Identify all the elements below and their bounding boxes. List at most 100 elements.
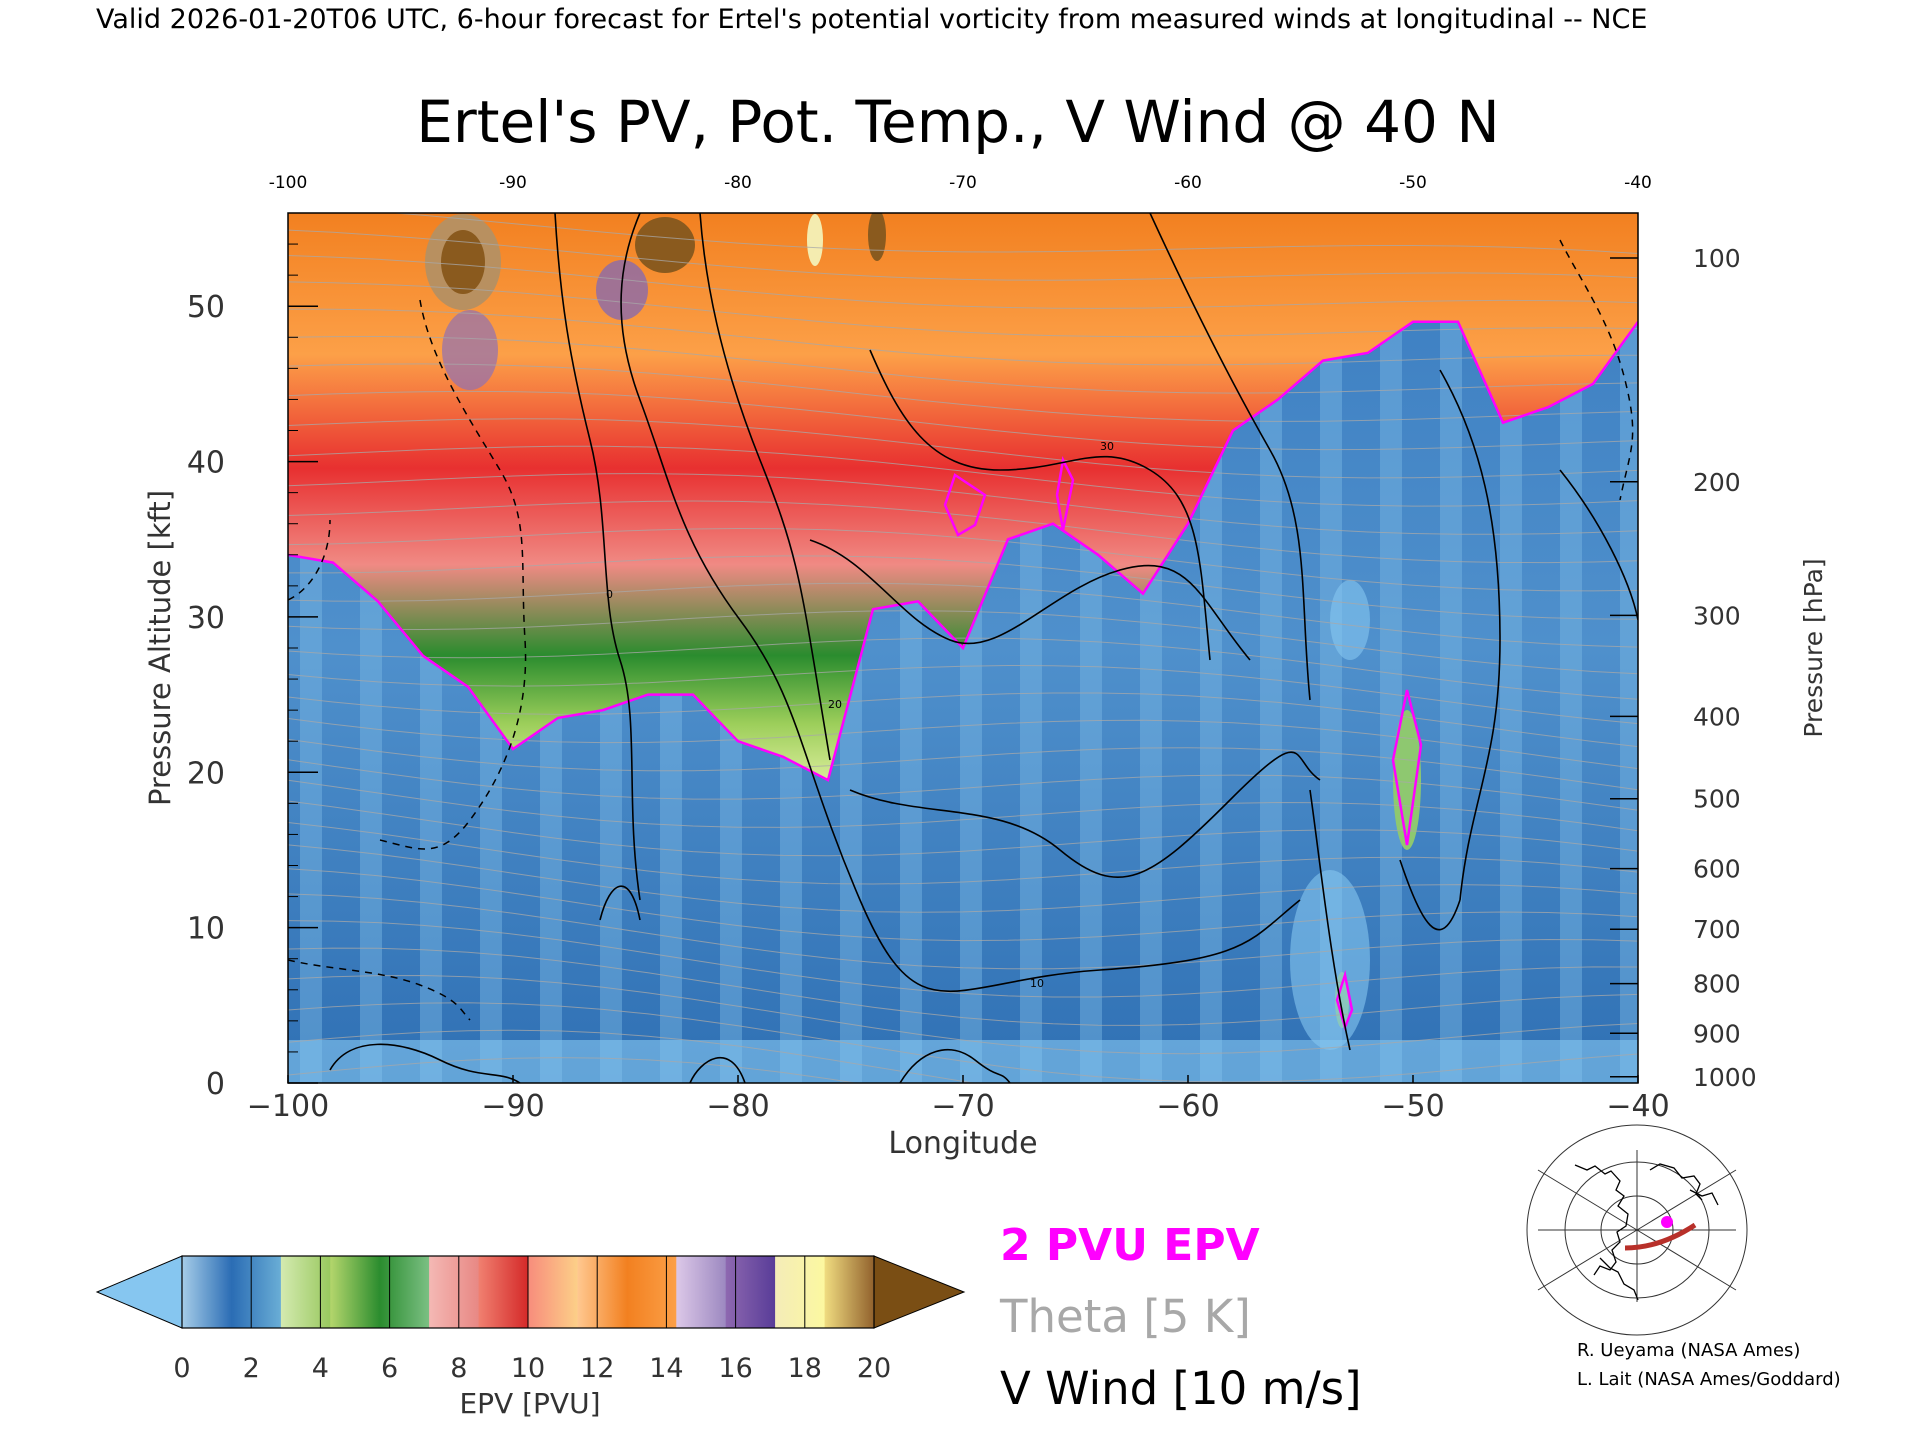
colorbar-tick-label: 14	[649, 1353, 683, 1384]
colorbar-tick-label: 10	[511, 1353, 545, 1384]
theta-contour	[288, 664, 1638, 725]
theta-contour	[288, 800, 1638, 857]
y-tick-label: 50	[187, 290, 225, 325]
v-wind-label: 30	[1100, 440, 1114, 453]
colorbar-tick-label: 6	[381, 1353, 398, 1384]
v-wind-negative-contour	[288, 959, 471, 1021]
two-pvu-island	[1391, 689, 1423, 846]
v-wind-label: 10	[1030, 977, 1044, 990]
cross-section-path	[1624, 1222, 1697, 1251]
v-wind-contour	[899, 1048, 1011, 1083]
x-top-tick-label: -100	[269, 173, 308, 193]
colorbar-segment	[429, 1256, 479, 1328]
plot-area: 0 10 30 20	[288, 213, 1638, 1083]
colorbar-tick-label: 0	[173, 1353, 190, 1384]
theta-contour	[388, 213, 1638, 254]
theta-contour	[288, 308, 1638, 366]
high-pv-blobs	[425, 213, 886, 390]
theta-contour	[288, 610, 1638, 675]
x-top-tick-label: -50	[1399, 173, 1427, 193]
map-latitude-circle	[1526, 1124, 1748, 1336]
contour-legend: 2 PVU EPV Theta [5 K] V Wind [10 m/s]	[999, 1220, 1362, 1415]
theta-contour	[288, 637, 1638, 700]
v-wind-contour	[689, 1056, 746, 1083]
y-axis-title-right: Pressure [hPa]	[1799, 558, 1828, 737]
colorbar-segment	[626, 1256, 677, 1328]
theta-contour	[288, 822, 1638, 885]
x-tick-label: −80	[706, 1089, 769, 1124]
epv-colorbar: 0 2 4 6 8 10 12 14 16 18 20	[95, 1255, 966, 1384]
colorbar-tick-label: 4	[312, 1353, 329, 1384]
colorbar-segment	[182, 1256, 232, 1328]
v-wind-contour	[869, 349, 1211, 661]
stratosphere-fill	[288, 213, 1638, 781]
colorbar-under-triangle	[95, 1255, 183, 1329]
v-wind-contour	[599, 885, 641, 921]
theta-contour	[288, 500, 1638, 564]
theta-contour	[288, 1002, 1638, 1083]
theta-contour	[288, 281, 1638, 338]
theta-contour	[288, 473, 1638, 535]
colorbar-tick-label: 18	[788, 1353, 822, 1384]
colorbar-tick-label: 20	[857, 1353, 891, 1384]
y-tick-label: 10	[187, 912, 225, 947]
pressure-tick-label: 900	[1693, 1019, 1741, 1048]
theta-contour	[288, 255, 1638, 309]
theta-contours	[288, 213, 1638, 1083]
colorbar-segment	[478, 1256, 529, 1328]
theta-contour	[288, 893, 1638, 970]
colorbar-tick-label: 16	[718, 1353, 752, 1384]
colorbar-tick-label: 12	[580, 1353, 614, 1384]
colorbar-segment	[528, 1256, 578, 1328]
colorbar-segment	[725, 1256, 776, 1328]
colorbar-label: EPV [PVU]	[459, 1387, 600, 1420]
theta-contour	[288, 844, 1638, 913]
y-axis-left: 0 10 20 30 40 50	[187, 212, 318, 1102]
pv-green-island	[1393, 710, 1421, 850]
colorbar-tick-label: 2	[243, 1353, 260, 1384]
theta-contour	[288, 947, 1638, 1026]
v-wind-contour	[1559, 469, 1638, 621]
colorbar-segment	[280, 1256, 331, 1328]
x-tick-label: −50	[1381, 1089, 1444, 1124]
pressure-tick-label: 100	[1693, 244, 1741, 273]
two-pvu-island	[1055, 456, 1075, 531]
y-tick-label: 0	[206, 1067, 225, 1102]
pv-purple-blob	[442, 310, 498, 390]
colorbar-over-triangle	[873, 1255, 966, 1329]
v-wind-negative-contour	[379, 299, 527, 850]
theta-contour	[288, 718, 1638, 770]
v-wind-contour	[620, 213, 1301, 993]
map-meridians	[1537, 1150, 1737, 1302]
two-pvu-contour	[288, 320, 1638, 782]
v-wind-contour	[1439, 369, 1501, 901]
theta-contour	[288, 974, 1638, 1055]
credit-line-2: L. Lait (NASA Ames/Goddard)	[1577, 1369, 1841, 1390]
map-marker	[1661, 1216, 1673, 1228]
v-wind-label: 0	[606, 588, 613, 601]
x-tick-label: −90	[481, 1089, 544, 1124]
x-top-tick-label: -90	[499, 173, 527, 193]
v-wind-contour	[699, 213, 831, 761]
colorbar-tick-label: 8	[450, 1353, 467, 1384]
pv-maximum-blob	[868, 213, 886, 261]
colorbar-segment	[379, 1256, 430, 1328]
pressure-tick-label: 700	[1693, 915, 1741, 944]
colorbar-segment	[824, 1256, 875, 1328]
v-wind-contour	[1149, 213, 1311, 701]
inset-location-map	[1526, 1124, 1748, 1336]
pressure-tick-label: 600	[1693, 855, 1741, 884]
y-tick-label: 40	[187, 446, 225, 481]
x-tick-label: −60	[1156, 1089, 1219, 1124]
pv-light-patch	[1330, 580, 1370, 660]
x-axis-bottom: −100 −90 −80 −70 −60 −50 −40	[247, 1075, 1670, 1124]
v-wind-negative-contour	[1559, 239, 1634, 501]
theta-contour	[288, 363, 1638, 422]
forecast-banner: Valid 2026-01-20T06 UTC, 6-hour forecast…	[96, 4, 1647, 35]
x-top-tick-label: -60	[1174, 173, 1202, 193]
x-tick-label: −40	[1606, 1089, 1669, 1124]
theta-contour	[288, 920, 1638, 998]
theta-contour	[288, 335, 1638, 394]
theta-contour	[288, 418, 1638, 479]
